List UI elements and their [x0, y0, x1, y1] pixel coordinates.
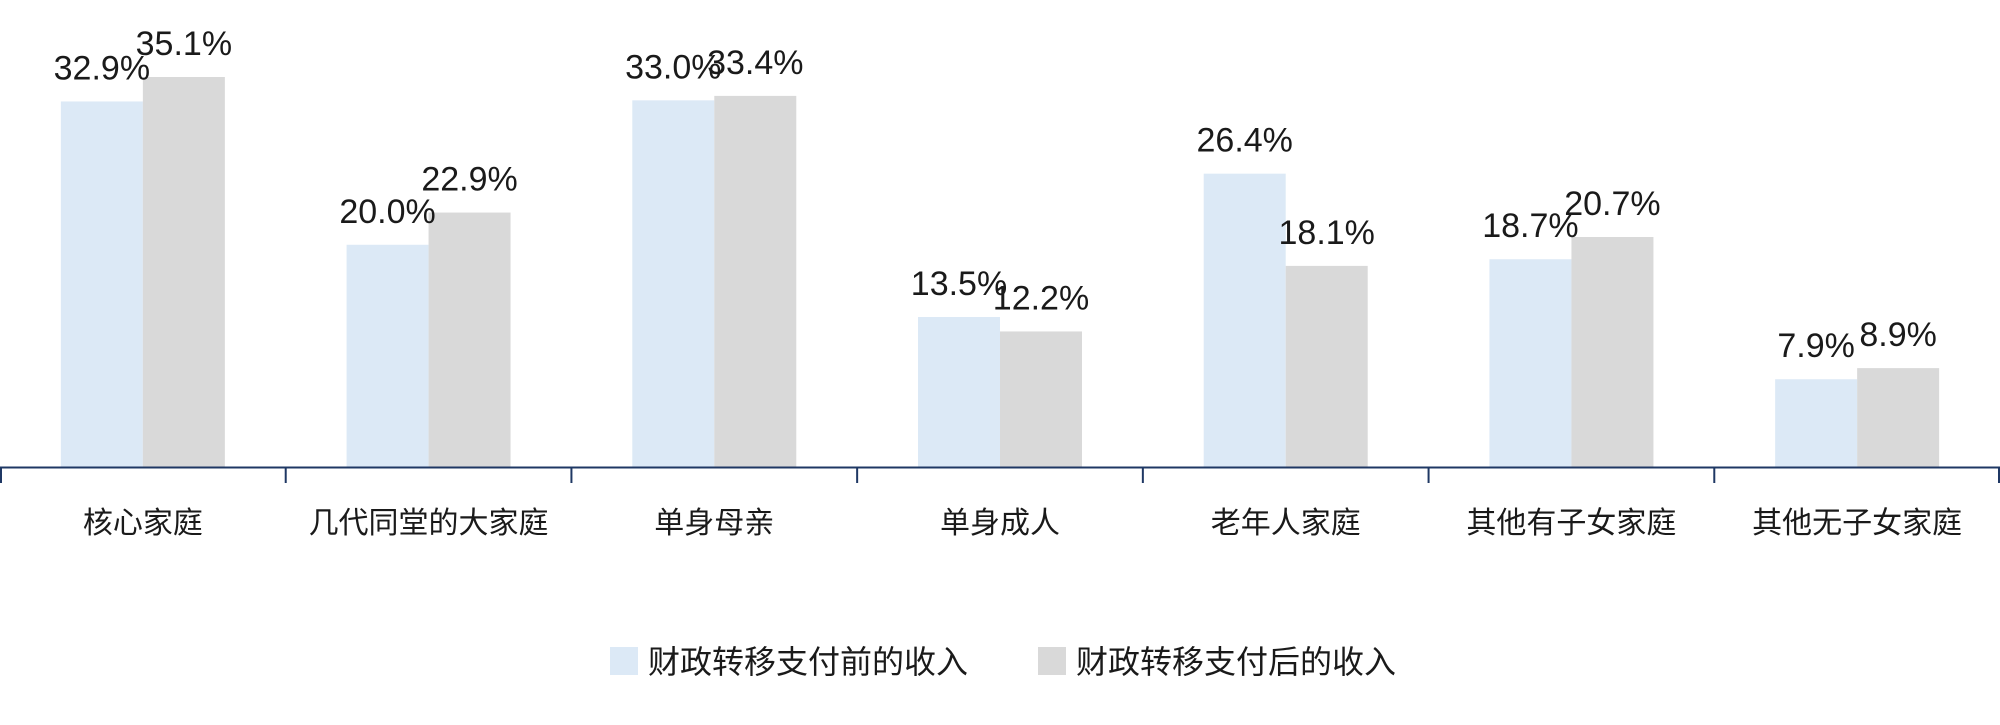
bar-before-0 [60, 101, 143, 467]
legend-swatch-before [610, 647, 638, 675]
bar-after-6 [1857, 368, 1940, 467]
value-label-before-6: 7.9% [1777, 327, 1855, 365]
bar-after-1 [428, 212, 511, 467]
bar-after-2 [714, 95, 797, 467]
legend: 财政转移支付前的收入 财政转移支付后的收入 [610, 643, 1396, 681]
value-label-before-1: 20.0% [339, 193, 435, 231]
value-label-before-4: 26.4% [1197, 122, 1293, 160]
value-label-after-4: 18.1% [1279, 214, 1375, 252]
bar-before-5 [1489, 259, 1572, 467]
bar-before-2 [632, 100, 715, 467]
value-label-before-3: 13.5% [911, 265, 1007, 303]
category-labels-layer: 核心家庭 几代同堂的大家庭 单身母亲 单身成人 老年人家庭 其他有子女家庭 其他无子女家庭 [83, 506, 1962, 541]
x-axis [0, 466, 2000, 483]
category-label-1: 几代同堂的大家庭 [309, 506, 549, 541]
value-label-after-1: 22.9% [421, 161, 517, 199]
legend-label-before: 财政转移支付前的收入 [648, 643, 968, 681]
category-label-2: 单身母亲 [654, 506, 774, 541]
bars-layer [60, 77, 1940, 467]
value-label-after-0: 35.1% [136, 25, 232, 63]
value-label-after-2: 33.4% [707, 44, 803, 82]
category-label-5: 其他有子女家庭 [1466, 506, 1676, 541]
bar-after-4 [1285, 265, 1368, 467]
value-label-after-6: 8.9% [1859, 316, 1937, 354]
bar-before-6 [1775, 379, 1858, 467]
category-label-3: 单身成人 [940, 506, 1060, 541]
category-label-0: 核心家庭 [83, 506, 203, 541]
bar-before-3 [918, 317, 1000, 467]
value-labels-layer: 32.9%35.1% 20.0%22.9% 33.0%33.4% 13.5%12.2%… [54, 25, 1937, 365]
bar-before-4 [1203, 173, 1286, 467]
category-label-4: 老年人家庭 [1211, 506, 1361, 541]
legend-label-after: 财政转移支付后的收入 [1076, 643, 1396, 681]
bar-after-3 [1000, 331, 1082, 467]
value-label-after-5: 20.7% [1564, 185, 1660, 223]
value-label-before-0: 32.9% [54, 49, 150, 87]
bar-after-0 [142, 77, 225, 467]
legend-swatch-after [1038, 647, 1066, 675]
bar-before-1 [346, 244, 429, 467]
bar-after-5 [1571, 237, 1654, 467]
value-label-before-2: 33.0% [625, 48, 721, 86]
category-label-6: 其他无子女家庭 [1752, 506, 1962, 541]
value-label-after-3: 12.2% [993, 279, 1089, 317]
value-label-before-5: 18.7% [1482, 207, 1578, 245]
